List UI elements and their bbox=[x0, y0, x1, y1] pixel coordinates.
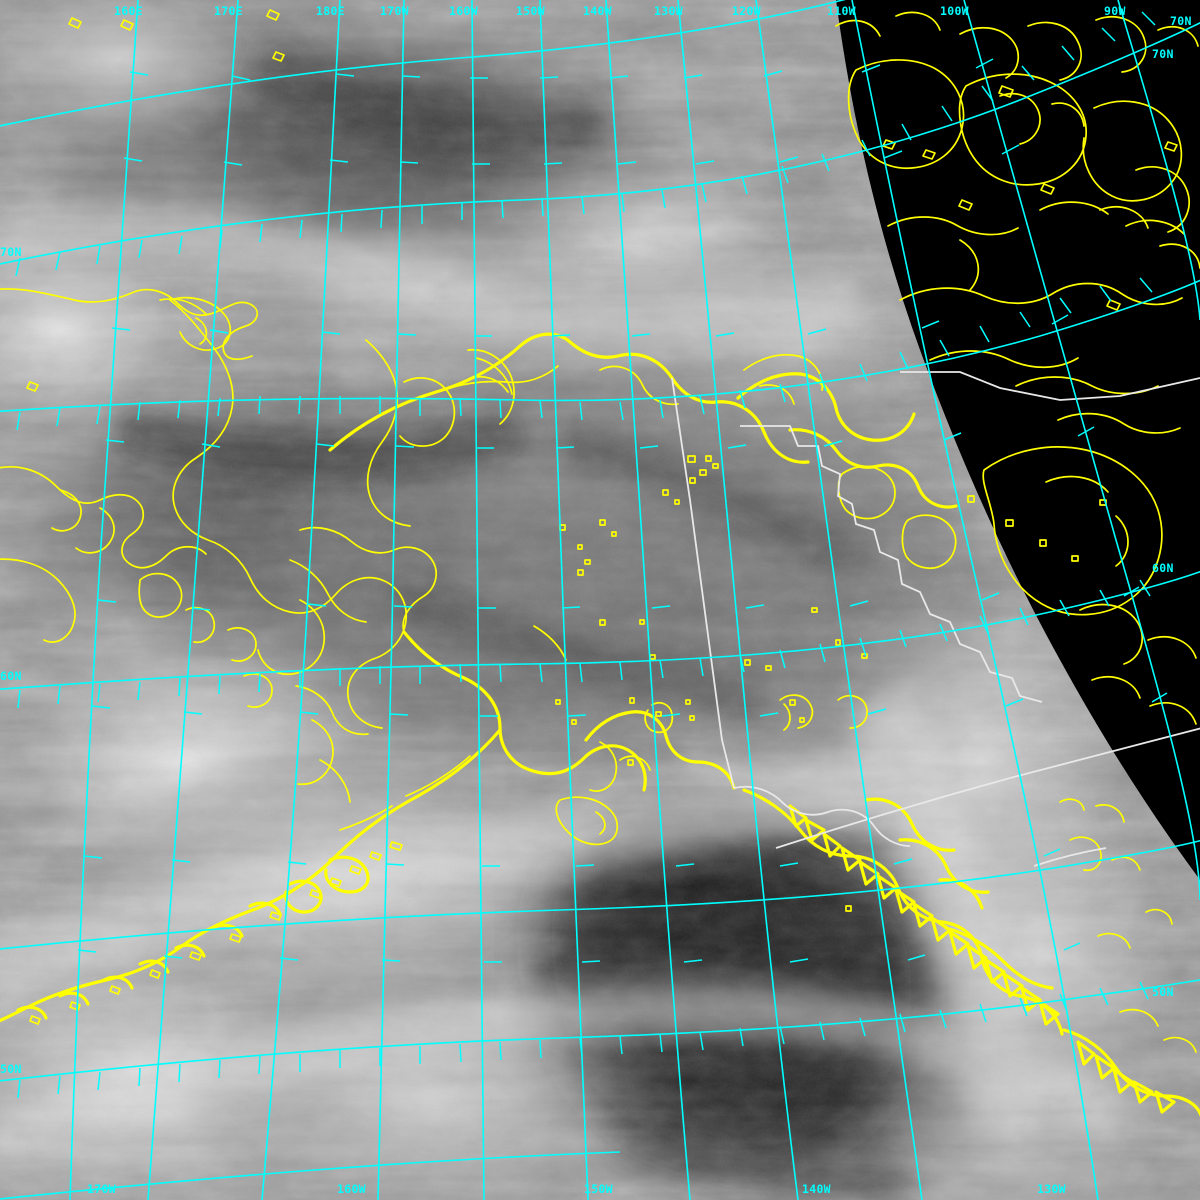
lon-label-top: 140W bbox=[583, 4, 612, 18]
lon-label-top: 170W bbox=[380, 4, 409, 18]
political-border-layer bbox=[671, 371, 1200, 867]
lon-label-top: 110W bbox=[827, 4, 856, 18]
lon-label-top: 90W bbox=[1104, 4, 1126, 18]
lon-label-top: 120W bbox=[732, 4, 761, 18]
graticule-label-layer: 160E 170E 180E 170W 160W 150W 140W 130W … bbox=[0, 4, 1192, 1196]
lon-label-top: 100W bbox=[940, 4, 969, 18]
lon-label-top: 150W bbox=[516, 4, 545, 18]
coastline-layer bbox=[0, 9, 1200, 1118]
lon-label-top: 180E bbox=[316, 4, 345, 18]
lon-label-bottom: 130W bbox=[1037, 1182, 1066, 1196]
lat-label-left: 70N bbox=[0, 245, 22, 259]
lat-label-left: 60N bbox=[0, 669, 22, 683]
lon-label-top: 170E bbox=[214, 4, 243, 18]
lat-label-left: 50N bbox=[0, 1062, 22, 1076]
meridian-ticks bbox=[77, 58, 1168, 963]
lon-label-top: 160E bbox=[114, 4, 143, 18]
lat-label-right: 70N bbox=[1152, 47, 1174, 61]
lon-label-top: 130W bbox=[654, 4, 683, 18]
parallel-ticks bbox=[15, 11, 1156, 1099]
lat-label-right: 60N bbox=[1152, 561, 1174, 575]
lon-label-top: 160W bbox=[449, 4, 478, 18]
lat-label-right: 70N bbox=[1170, 14, 1192, 28]
lon-label-bottom: 170W bbox=[87, 1182, 116, 1196]
lon-label-bottom: 160W bbox=[337, 1182, 366, 1196]
lon-label-bottom: 150W bbox=[584, 1182, 613, 1196]
lon-label-bottom: 140W bbox=[802, 1182, 831, 1196]
lat-label-right: 50N bbox=[1152, 985, 1174, 999]
meridian-lines bbox=[69, 0, 1200, 1200]
